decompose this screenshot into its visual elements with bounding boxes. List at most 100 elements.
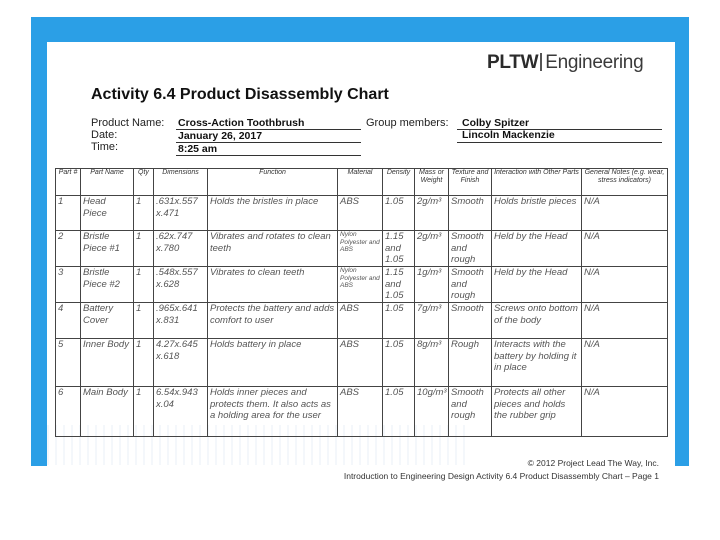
time-line bbox=[176, 155, 361, 156]
logo-suffix: Engineering bbox=[545, 52, 644, 73]
header-function: Function bbox=[207, 168, 338, 196]
cell-function: Holds inner pieces and protects them. It… bbox=[207, 386, 338, 437]
cell-texture: Smooth and rough bbox=[448, 386, 492, 437]
cell-function: Protects the battery and adds comfort to… bbox=[207, 302, 338, 339]
cell-qty: 1 bbox=[133, 338, 154, 387]
cell-mass: 8g/m³ bbox=[414, 338, 449, 387]
table-header-row: Part # Part Name Qty Dimensions Function… bbox=[55, 168, 668, 196]
cell-notes: N/A bbox=[581, 230, 668, 267]
header-density: Density bbox=[382, 168, 415, 196]
cell-part-name: Main Body bbox=[80, 386, 134, 437]
table-row: 3 Bristle Piece #2 1 .548x.557 x.628 Vib… bbox=[55, 266, 668, 303]
cell-interaction: Holds bristle pieces bbox=[491, 195, 582, 231]
header-texture: Texture and Finish bbox=[448, 168, 492, 196]
cell-qty: 1 bbox=[133, 230, 154, 267]
cell-mass: 2g/m³ bbox=[414, 230, 449, 267]
date-value: January 26, 2017 bbox=[178, 130, 263, 142]
cell-part-number: 6 bbox=[55, 386, 81, 437]
header-dimensions: Dimensions bbox=[153, 168, 208, 196]
cell-dimensions: .631x.557 x.471 bbox=[153, 195, 208, 231]
cell-dimensions: .548x.557 x.628 bbox=[153, 266, 208, 303]
header-part-name: Part Name bbox=[80, 168, 134, 196]
cell-material: ABS bbox=[337, 338, 383, 387]
cell-part-name: Inner Body bbox=[80, 338, 134, 387]
header-material: Material bbox=[337, 168, 383, 196]
cell-part-number: 1 bbox=[55, 195, 81, 231]
cell-material: Nylon Polyester and ABS bbox=[337, 230, 383, 267]
cell-notes: N/A bbox=[581, 338, 668, 387]
cell-material: ABS bbox=[337, 386, 383, 437]
cell-function: Vibrates and rotates to clean teeth bbox=[207, 230, 338, 267]
cell-qty: 1 bbox=[133, 195, 154, 231]
cell-part-number: 3 bbox=[55, 266, 81, 303]
cell-qty: 1 bbox=[133, 266, 154, 303]
cell-mass: 1g/m³ bbox=[414, 266, 449, 303]
header-mass: Mass or Weight bbox=[414, 168, 449, 196]
header-interaction: Interaction with Other Parts bbox=[491, 168, 582, 196]
cell-notes: N/A bbox=[581, 266, 668, 303]
cell-density: 1.15 and 1.05 bbox=[382, 230, 415, 267]
cell-dimensions: 6.54x.943 x.04 bbox=[153, 386, 208, 437]
cell-texture: Smooth bbox=[448, 195, 492, 231]
cell-interaction: Protects all other pieces and holds the … bbox=[491, 386, 582, 437]
header-notes: General Notes (e.g. wear, stress indicat… bbox=[581, 168, 668, 196]
cell-dimensions: .62x.747 x.780 bbox=[153, 230, 208, 267]
cell-density: 1.15 and 1.05 bbox=[382, 266, 415, 303]
date-label: Date: bbox=[91, 129, 118, 141]
header-part-number: Part # bbox=[55, 168, 81, 196]
cell-function: Holds battery in place bbox=[207, 338, 338, 387]
cell-density: 1.05 bbox=[382, 302, 415, 339]
cell-density: 1.05 bbox=[382, 195, 415, 231]
logo-divider bbox=[540, 53, 543, 71]
cell-notes: N/A bbox=[581, 302, 668, 339]
group-member-2: Lincoln Mackenzie bbox=[462, 129, 555, 141]
cell-qty: 1 bbox=[133, 302, 154, 339]
cell-interaction: Interacts with the battery by holding it… bbox=[491, 338, 582, 387]
cell-material: ABS bbox=[337, 302, 383, 339]
cell-density: 1.05 bbox=[382, 338, 415, 387]
member-1-line bbox=[457, 129, 662, 130]
cell-part-number: 4 bbox=[55, 302, 81, 339]
cell-texture: Smooth and rough bbox=[448, 266, 492, 303]
table-row: 4 Battery Cover 1 .965x.641 x.831 Protec… bbox=[55, 302, 668, 339]
cell-part-name: Head Piece bbox=[80, 195, 134, 231]
table-row: 5 Inner Body 1 4.27x.645 x.618 Holds bat… bbox=[55, 338, 668, 387]
cell-texture: Smooth and rough bbox=[448, 230, 492, 267]
header-qty: Qty bbox=[133, 168, 154, 196]
cell-texture: Smooth bbox=[448, 302, 492, 339]
cell-interaction: Screws onto bottom of the body bbox=[491, 302, 582, 339]
cell-part-name: Bristle Piece #1 bbox=[80, 230, 134, 267]
cell-notes: N/A bbox=[581, 386, 668, 437]
cell-function: Vibrates to clean teeth bbox=[207, 266, 338, 303]
cell-interaction: Held by the Head bbox=[491, 266, 582, 303]
date-line bbox=[176, 142, 361, 143]
cell-density: 1.05 bbox=[382, 386, 415, 437]
cell-mass: 7g/m³ bbox=[414, 302, 449, 339]
table-row: 2 Bristle Piece #1 1 .62x.747 x.780 Vibr… bbox=[55, 230, 668, 267]
copyright-text: © 2012 Project Lead The Way, Inc. bbox=[527, 458, 659, 468]
page-title: Activity 6.4 Product Disassembly Chart bbox=[91, 86, 389, 103]
cell-function: Holds the bristles in place bbox=[207, 195, 338, 231]
disassembly-table: Part # Part Name Qty Dimensions Function… bbox=[55, 168, 668, 437]
cell-notes: N/A bbox=[581, 195, 668, 231]
cell-part-name: Battery Cover bbox=[80, 302, 134, 339]
cell-mass: 2g/m³ bbox=[414, 195, 449, 231]
pltw-logo: PLTW Engineering bbox=[487, 52, 644, 74]
cell-part-number: 2 bbox=[55, 230, 81, 267]
time-value: 8:25 am bbox=[178, 143, 218, 155]
group-member-1: Colby Spitzer bbox=[462, 117, 530, 129]
cell-interaction: Held by the Head bbox=[491, 230, 582, 267]
product-name-line bbox=[176, 129, 361, 130]
member-2-line bbox=[457, 142, 662, 143]
table-row: 1 Head Piece 1 .631x.557 x.471 Holds the… bbox=[55, 195, 668, 231]
table-row: 6 Main Body 1 6.54x.943 x.04 Holds inner… bbox=[55, 386, 668, 437]
cell-part-name: Bristle Piece #2 bbox=[80, 266, 134, 303]
cell-texture: Rough bbox=[448, 338, 492, 387]
cell-qty: 1 bbox=[133, 386, 154, 437]
group-members-label: Group members: bbox=[366, 117, 449, 129]
logo-brand: PLTW bbox=[487, 52, 539, 73]
course-footer: Introduction to Engineering Design Activ… bbox=[343, 471, 659, 481]
time-label: Time: bbox=[91, 141, 119, 153]
product-name-label: Product Name: bbox=[91, 117, 165, 129]
cell-dimensions: .965x.641 x.831 bbox=[153, 302, 208, 339]
